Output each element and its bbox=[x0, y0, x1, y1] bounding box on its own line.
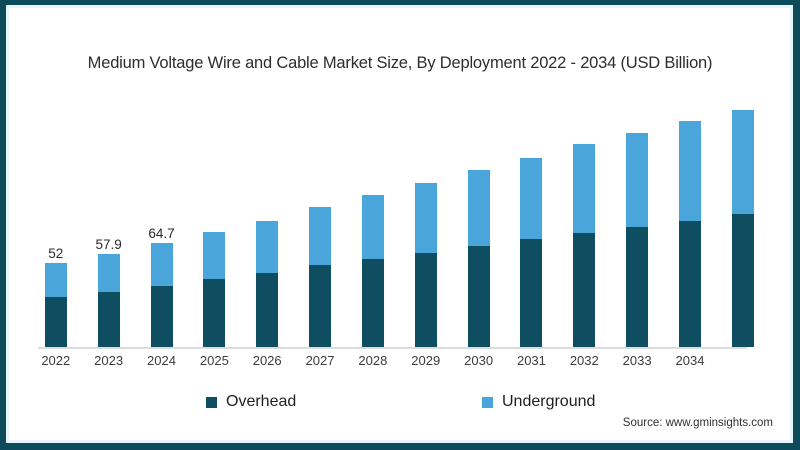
x-axis-label: 2026 bbox=[252, 353, 282, 368]
bar-segment-underground bbox=[44, 263, 67, 297]
bar-segment-overhead bbox=[679, 220, 701, 347]
x-axis-label: 2034 bbox=[675, 353, 705, 368]
underground-swatch-icon bbox=[482, 396, 493, 408]
bar-segment-overhead bbox=[150, 285, 173, 347]
bar-segment-overhead bbox=[467, 245, 490, 347]
bar-group bbox=[414, 183, 437, 347]
x-axis-label: 2031 bbox=[516, 353, 546, 368]
bar-group bbox=[520, 158, 543, 347]
legend: Overhead Underground bbox=[0, 393, 800, 413]
bar-segment-underground bbox=[309, 207, 332, 266]
bar-group bbox=[44, 263, 67, 347]
bar-group bbox=[467, 170, 490, 347]
source-note: Source: www.gminsights.com bbox=[622, 417, 773, 429]
legend-label-underground: Underground bbox=[502, 393, 596, 410]
bar-value-label: 52 bbox=[48, 246, 64, 262]
x-axis-label: 2033 bbox=[622, 353, 652, 368]
x-axis-label: 2030 bbox=[464, 353, 494, 368]
bar-segment-overhead bbox=[309, 265, 332, 347]
legend-item-underground: Underground bbox=[482, 393, 595, 411]
bar-segment-underground bbox=[679, 120, 701, 221]
bar-segment-overhead bbox=[626, 226, 649, 347]
bar-segment-underground bbox=[256, 221, 279, 273]
x-axis-label: 2022 bbox=[41, 353, 71, 368]
bar-segment-overhead bbox=[414, 252, 437, 347]
bar-segment-underground bbox=[203, 231, 226, 280]
x-axis-label: 2032 bbox=[569, 353, 599, 368]
bar-segment-overhead bbox=[731, 214, 754, 347]
bar-value-label: 64.7 bbox=[148, 225, 175, 241]
bar-group bbox=[203, 231, 226, 347]
bar-segment-overhead bbox=[256, 272, 279, 347]
x-axis-label: 2027 bbox=[305, 353, 335, 368]
bar-segment-underground bbox=[520, 158, 543, 239]
bar-segment-underground bbox=[467, 170, 490, 246]
bar-group bbox=[573, 144, 596, 347]
bar-group bbox=[361, 195, 384, 347]
overhead-swatch-icon bbox=[206, 396, 217, 408]
bar-segment-underground bbox=[150, 242, 173, 286]
bar-group bbox=[679, 120, 701, 347]
bar-group bbox=[626, 132, 649, 347]
bar-group bbox=[150, 242, 173, 347]
bar-group bbox=[309, 207, 332, 347]
x-axis-label: 2029 bbox=[411, 353, 441, 368]
bar-segment-underground bbox=[731, 110, 754, 215]
bar-group bbox=[256, 221, 279, 347]
x-axis-label: 2023 bbox=[94, 353, 124, 368]
bar-group bbox=[731, 110, 754, 347]
x-axis-label: 2024 bbox=[147, 353, 176, 368]
bar-segment-overhead bbox=[520, 238, 543, 347]
bar-segment-underground bbox=[573, 144, 596, 234]
bar-segment-underground bbox=[626, 132, 649, 227]
chart-title: Medium Voltage Wire and Cable Market Siz… bbox=[87, 54, 713, 72]
bar-segment-underground bbox=[97, 253, 120, 292]
x-axis-line bbox=[38, 347, 747, 349]
bar-segment-overhead bbox=[97, 291, 120, 347]
bar-segment-overhead bbox=[203, 279, 226, 347]
x-axis-label: 2025 bbox=[199, 353, 229, 368]
bar-segment-underground bbox=[414, 183, 437, 253]
bar-group bbox=[97, 253, 120, 347]
legend-item-overhead: Overhead bbox=[206, 393, 296, 411]
bar-value-label: 57.9 bbox=[95, 236, 122, 252]
bar-segment-overhead bbox=[361, 258, 384, 347]
x-axis-label: 2028 bbox=[358, 353, 388, 368]
legend-label-overhead: Overhead bbox=[226, 393, 297, 410]
bar-segment-overhead bbox=[573, 233, 596, 347]
bar-segment-overhead bbox=[44, 296, 67, 347]
bar-segment-underground bbox=[361, 195, 384, 259]
